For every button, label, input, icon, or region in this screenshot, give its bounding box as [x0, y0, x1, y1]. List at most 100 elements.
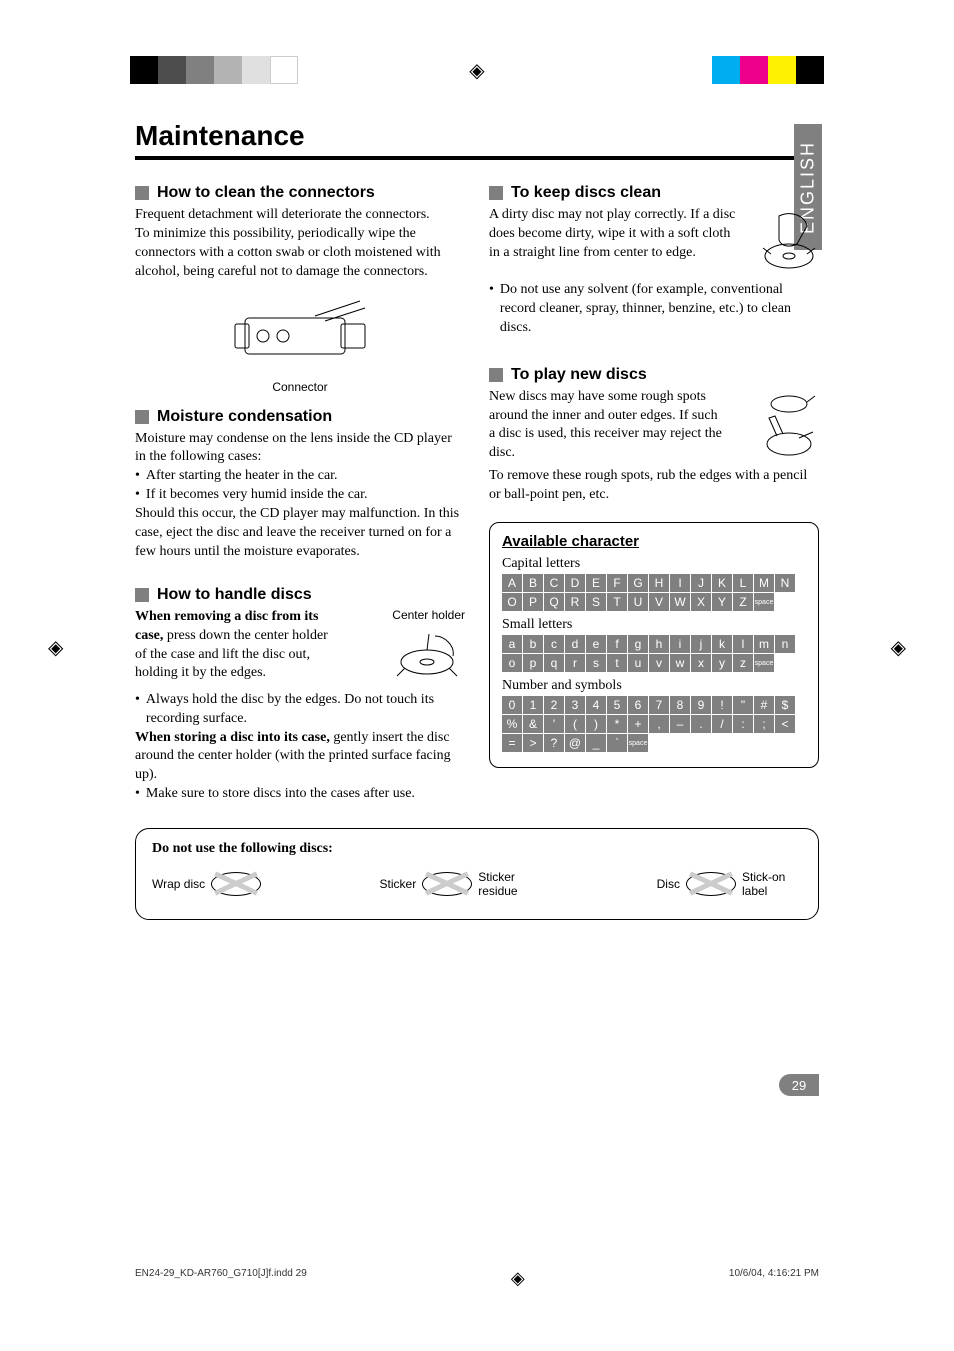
char-cell: _ — [586, 734, 606, 752]
body-text: When storing a disc into its case, gentl… — [135, 729, 465, 786]
disc-handle-figure — [395, 626, 465, 691]
char-row: abcdefghijklmn — [502, 635, 806, 653]
section-heading: How to clean the connectors — [135, 184, 465, 202]
char-cell: 9 — [691, 696, 711, 714]
section-title: How to clean the connectors — [157, 184, 375, 202]
char-cell: Z — [733, 593, 753, 611]
char-cell: v — [649, 654, 669, 672]
char-cell: i — [670, 635, 690, 653]
section-title: To play new discs — [511, 366, 647, 384]
char-cell: c — [544, 635, 564, 653]
char-cell: l — [733, 635, 753, 653]
char-cell: * — [607, 715, 627, 733]
body-text: To minimize this possibility, periodical… — [135, 225, 465, 282]
char-row: %&'()*+,–./:;< — [502, 715, 806, 733]
warn-item: DiscStick-on label — [657, 867, 802, 901]
char-cell: p — [523, 654, 543, 672]
bullet-item: •Make sure to store discs into the cases… — [135, 785, 465, 804]
connector-figure: Connector — [135, 296, 465, 394]
char-cell: 4 — [586, 696, 606, 714]
char-cell: < — [775, 715, 795, 733]
square-bullet-icon — [135, 410, 149, 424]
footer-file: EN24-29_KD-AR760_G710[J]f.indd 29 — [135, 1268, 307, 1289]
page-title: Maintenance — [135, 120, 819, 152]
warn-label: Stick-on label — [742, 870, 802, 898]
char-cell: ` — [607, 734, 627, 752]
char-cell: m — [754, 635, 774, 653]
char-cell: $ — [775, 696, 795, 714]
body-text: Should this occur, the CD player may mal… — [135, 505, 465, 562]
char-cell: 6 — [628, 696, 648, 714]
char-cell: F — [607, 574, 627, 592]
bullet-text: Make sure to store discs into the cases … — [146, 785, 415, 804]
char-cell: N — [775, 574, 795, 592]
char-cell: Q — [544, 593, 564, 611]
print-footer: EN24-29_KD-AR760_G710[J]f.indd 29 ◈ 10/6… — [135, 1268, 819, 1289]
square-bullet-icon — [489, 186, 503, 200]
char-cell: space — [754, 593, 774, 611]
registration-mark-icon: ◈ — [511, 1268, 525, 1289]
char-cell: , — [649, 715, 669, 733]
char-row: OPQRSTUVWXYZspace — [502, 593, 806, 611]
section-title: To keep discs clean — [511, 184, 661, 202]
char-group-label: Small letters — [502, 617, 806, 633]
body-text: New discs may have some rough spots arou… — [489, 388, 727, 464]
char-cell: G — [628, 574, 648, 592]
char-cell: q — [544, 654, 564, 672]
square-bullet-icon — [135, 186, 149, 200]
char-cell: r — [565, 654, 585, 672]
char-cell: z — [733, 654, 753, 672]
section-title: How to handle discs — [157, 586, 312, 604]
warn-label: Wrap disc — [152, 877, 205, 891]
char-cell: B — [523, 574, 543, 592]
do-not-use-box: Do not use the following discs: Wrap dis… — [135, 828, 819, 920]
bullet-item: •Always hold the disc by the edges. Do n… — [135, 691, 465, 729]
footer-timestamp: 10/6/04, 4:16:21 PM — [729, 1268, 819, 1289]
char-cell: @ — [565, 734, 585, 752]
char-cell: w — [670, 654, 690, 672]
available-character-box: Available character Capital lettersABCDE… — [489, 522, 819, 768]
bullet-text: If it becomes very humid inside the car. — [146, 486, 368, 505]
figure-caption: Connector — [135, 380, 465, 394]
char-cell: U — [628, 593, 648, 611]
char-cell: u — [628, 654, 648, 672]
char-cell: – — [670, 715, 690, 733]
char-row: =>?@_`space — [502, 734, 806, 752]
wipe-disc-figure — [759, 206, 819, 281]
char-cell: n — [775, 635, 795, 653]
char-cell: > — [523, 734, 543, 752]
bullet-text: Do not use any solvent (for example, con… — [500, 281, 819, 338]
char-cell: 8 — [670, 696, 690, 714]
square-bullet-icon — [135, 588, 149, 602]
char-cell: 3 — [565, 696, 585, 714]
char-cell: A — [502, 574, 522, 592]
char-cell: 5 — [607, 696, 627, 714]
char-cell: H — [649, 574, 669, 592]
section-heading: To keep discs clean — [489, 184, 819, 202]
char-cell: 7 — [649, 696, 669, 714]
char-cell: + — [628, 715, 648, 733]
char-cell: y — [712, 654, 732, 672]
crossed-disc-icon — [422, 867, 472, 901]
char-cell: C — [544, 574, 564, 592]
char-cell: j — [691, 635, 711, 653]
bullet-item: •If it becomes very humid inside the car… — [135, 486, 465, 505]
title-rule — [135, 156, 819, 160]
char-box-title: Available character — [502, 533, 806, 550]
char-cell: space — [754, 654, 774, 672]
char-cell: b — [523, 635, 543, 653]
char-cell: x — [691, 654, 711, 672]
char-cell: E — [586, 574, 606, 592]
section-heading: To play new discs — [489, 366, 819, 384]
char-cell: ) — [586, 715, 606, 733]
char-cell: 0 — [502, 696, 522, 714]
char-cell: o — [502, 654, 522, 672]
char-cell: g — [628, 635, 648, 653]
char-cell: s — [586, 654, 606, 672]
char-cell: ; — [754, 715, 774, 733]
char-cell: J — [691, 574, 711, 592]
char-cell: # — [754, 696, 774, 714]
body-text: When removing a disc from its case, pres… — [135, 608, 330, 684]
char-cell: I — [670, 574, 690, 592]
char-cell: 1 — [523, 696, 543, 714]
